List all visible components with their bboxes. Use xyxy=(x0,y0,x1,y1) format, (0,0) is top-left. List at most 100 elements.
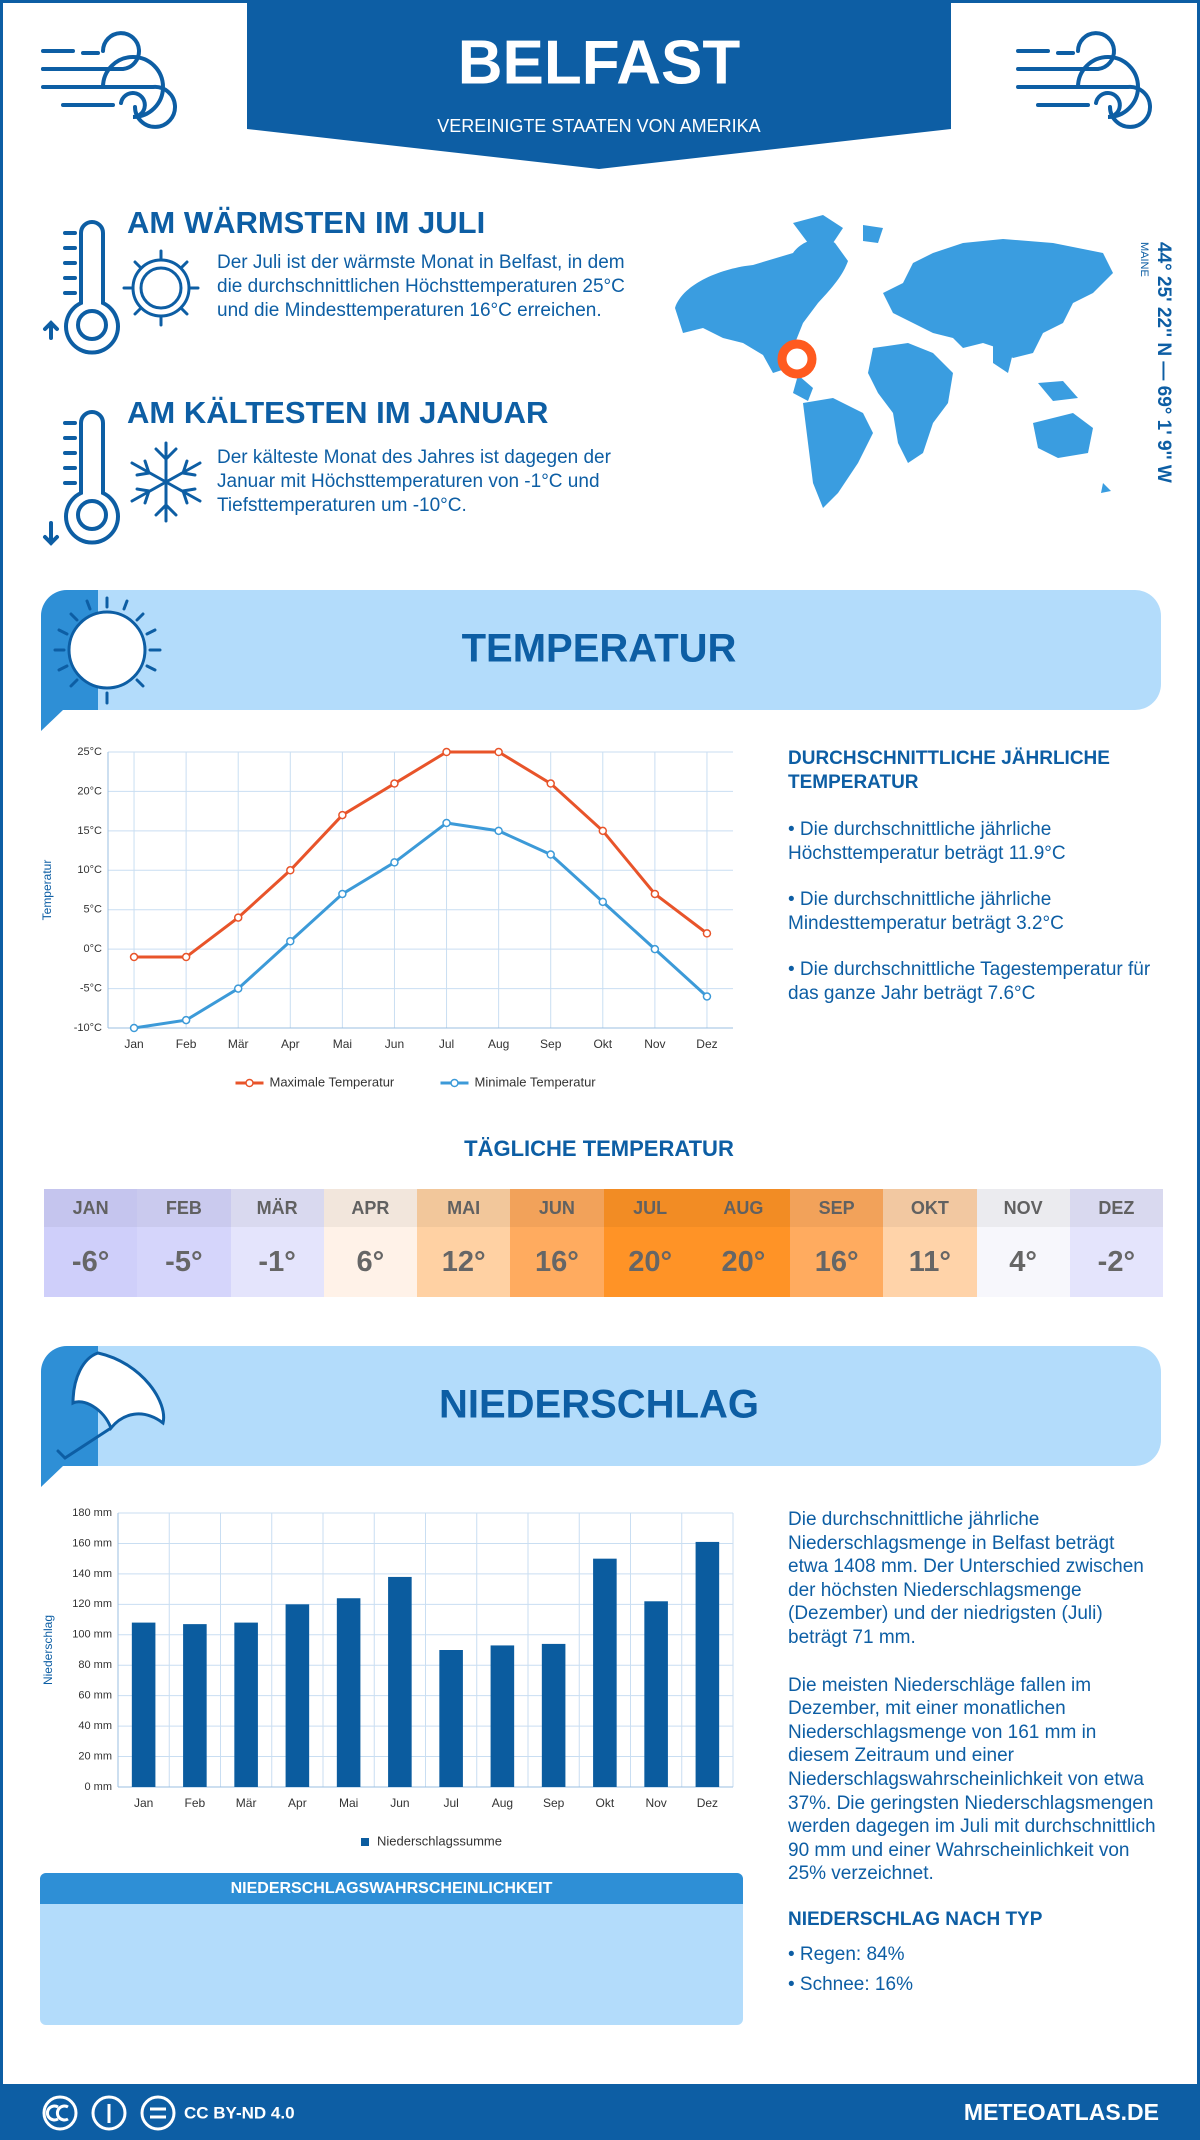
x-tick-label: Mär xyxy=(228,1037,249,1051)
daily-table: JAN -6° FEB -5° MÄR -1° APR 6° MAI 12° JUN 16° JUL 20… xyxy=(44,1189,1163,1297)
y-tick-label: 180 mm xyxy=(72,1507,112,1519)
bar xyxy=(131,1622,156,1787)
license-icons xyxy=(42,2095,176,2131)
x-tick-label: Dez xyxy=(697,1796,718,1810)
site: METEOATLAS.DE xyxy=(964,2099,1159,2125)
table-title: TÄGLICHE TEMPERATUR xyxy=(464,1136,734,1161)
x-tick-label: Jun xyxy=(385,1037,404,1051)
y-axis-label: Temperatur xyxy=(40,860,54,921)
temperature-cell: 6° xyxy=(323,1227,417,1297)
point xyxy=(546,850,555,859)
legend-swatch xyxy=(361,1838,369,1846)
point xyxy=(338,810,347,820)
month-header: JAN xyxy=(44,1189,138,1227)
bar xyxy=(593,1558,617,1787)
point xyxy=(233,984,243,993)
license: CC BY-ND 4.0 xyxy=(184,2103,295,2122)
temperature-cell: -2° xyxy=(1069,1227,1163,1297)
bar xyxy=(644,1601,668,1787)
location-marker xyxy=(777,339,817,379)
point xyxy=(598,826,608,836)
bar xyxy=(541,1643,566,1787)
x-tick-label: Nov xyxy=(645,1796,666,1810)
point xyxy=(546,779,555,788)
type-item: • Schnee: 16% xyxy=(788,1973,913,1995)
point xyxy=(390,858,399,867)
point xyxy=(129,952,139,962)
bar xyxy=(388,1576,412,1787)
x-tick-label: Jul xyxy=(439,1037,454,1051)
point xyxy=(650,944,660,954)
month-header: AUG xyxy=(696,1189,790,1227)
y-tick-label: 140 mm xyxy=(72,1568,112,1580)
y-tick-label: 160 mm xyxy=(72,1537,112,1549)
month-header: FEB xyxy=(137,1189,231,1227)
bar xyxy=(336,1598,361,1787)
month-header: SEP xyxy=(790,1189,884,1227)
y-tick-label: 20°C xyxy=(77,785,102,797)
x-tick-label: Apr xyxy=(288,1796,307,1810)
y-tick-label: 15°C xyxy=(77,825,102,837)
legend-label: Maximale Temperatur xyxy=(270,1074,395,1089)
month-header: MAI xyxy=(417,1189,511,1227)
summary-item: • Die durchschnittliche Tagestemperatur … xyxy=(788,959,1151,1004)
x-tick-label: Sep xyxy=(543,1796,565,1810)
section-banner xyxy=(41,590,1161,710)
x-tick-label: Apr xyxy=(281,1037,300,1051)
point xyxy=(181,1015,191,1025)
paragraphs: Die durchschnittliche jährliche Niedersc… xyxy=(788,1508,1158,1886)
summary-list: • Die durchschnittliche jährliche Höchst… xyxy=(788,818,1158,1006)
temperature-cell: -1° xyxy=(230,1227,324,1297)
summary-item: • Die durchschnittliche jährliche Höchst… xyxy=(788,819,1066,864)
region: MAINE xyxy=(1138,242,1150,277)
x-tick-label: Okt xyxy=(593,1037,612,1051)
y-tick-label: -5°C xyxy=(80,982,102,994)
paragraph: Die meisten Niederschläge fallen im Deze… xyxy=(788,1674,1156,1885)
coldest-text: Der kälteste Monat des Jahres ist dagege… xyxy=(217,447,611,516)
wind-icon xyxy=(1016,31,1152,129)
x-tick-label: Aug xyxy=(492,1796,513,1810)
snowflake-icon xyxy=(130,441,202,523)
y-tick-label: 80 mm xyxy=(78,1659,112,1671)
y-tick-label: 0°C xyxy=(84,943,103,955)
point xyxy=(494,826,503,836)
summary-title: DURCHSCHNITTLICHE JÄHRLICHE TEMPERATUR xyxy=(788,748,1110,793)
y-tick-label: -10°C xyxy=(74,1022,102,1034)
temperature-cell: -6° xyxy=(44,1227,138,1297)
point xyxy=(129,1023,139,1033)
x-tick-label: Jan xyxy=(124,1037,143,1051)
point xyxy=(702,929,712,938)
bar xyxy=(234,1622,258,1787)
x-tick-label: Feb xyxy=(185,1796,206,1810)
point xyxy=(286,866,295,875)
umbrella-icon xyxy=(56,1351,166,1460)
x-tick-label: Jan xyxy=(134,1796,153,1810)
point xyxy=(286,937,295,946)
paragraph: Die durchschnittliche jährliche Niedersc… xyxy=(788,1509,1144,1648)
x-tick-label: Mai xyxy=(339,1796,358,1810)
bar xyxy=(285,1604,310,1787)
point xyxy=(598,897,608,907)
y-tick-label: 60 mm xyxy=(78,1690,112,1702)
x-tick-label: Dez xyxy=(696,1037,717,1051)
temperature-cell: 20° xyxy=(603,1227,697,1297)
point xyxy=(650,889,660,899)
x-tick-label: Nov xyxy=(644,1037,665,1051)
temperature-cell: 12° xyxy=(417,1227,511,1297)
probability-title: NIEDERSCHLAGSWAHRSCHEINLICHKEIT xyxy=(40,1873,743,1904)
x-tick-label: Jul xyxy=(443,1796,458,1810)
month-header: JUN xyxy=(510,1189,604,1227)
point xyxy=(442,818,451,828)
legend-swatch xyxy=(450,1078,459,1088)
point xyxy=(442,747,451,757)
point xyxy=(494,747,503,757)
y-tick-label: 10°C xyxy=(77,864,102,876)
point xyxy=(233,913,243,922)
month-header: DEZ xyxy=(1069,1189,1163,1227)
point xyxy=(338,889,347,899)
y-tick-label: 25°C xyxy=(77,746,102,758)
y-axis-label: Niederschlag xyxy=(41,1615,55,1685)
temperature-cell: 16° xyxy=(790,1227,884,1297)
type-item: • Regen: 84% xyxy=(788,1943,905,1965)
